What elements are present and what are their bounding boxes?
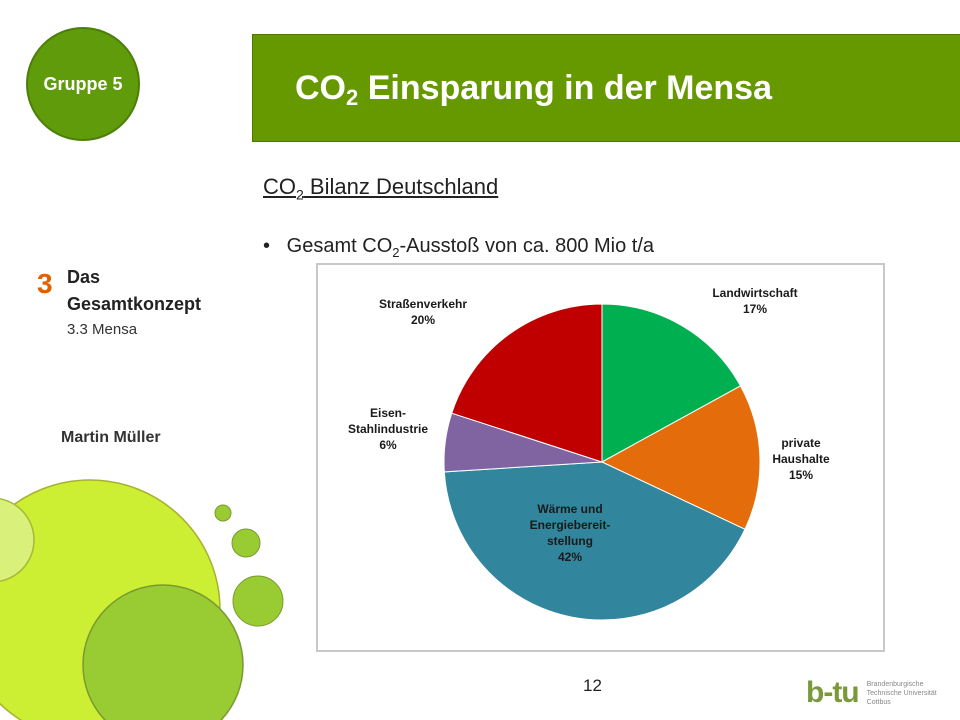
- bullet-item: • Gesamt CO2-Ausstoß von ca. 800 Mio t/a: [263, 235, 654, 260]
- pie-slice-4: [451, 303, 603, 463]
- pie-label-line: Landwirtschaft: [712, 286, 797, 300]
- title-rest: Einsparung in der Mensa: [358, 69, 772, 107]
- pie-label-line: Stahlindustrie: [348, 422, 428, 436]
- pie-chart: Landwirtschaft 17% private Haushalte 15% Wärm…: [348, 286, 830, 621]
- bullet-main: Gesamt CO: [286, 235, 393, 257]
- subtitle-subscript: 2: [296, 186, 304, 203]
- pie-label-1: private Haushalte 15%: [772, 436, 830, 482]
- group-label: Gruppe 5: [43, 73, 123, 94]
- pie-label-line: Wärme und: [537, 502, 602, 516]
- bullet-dot: •: [263, 235, 287, 257]
- pie-label-3: Eisen- Stahlindustrie 6%: [348, 406, 428, 452]
- section-number: 3: [37, 268, 53, 299]
- title-main: CO: [295, 69, 346, 107]
- deco-circle-left: [0, 498, 35, 582]
- pie-slice-2: [443, 461, 746, 621]
- section-title: Das Gesamtkonzept: [67, 264, 201, 318]
- pie-label-line: 6%: [379, 438, 397, 452]
- university-logo: b-tu Brandenburgische Technische Univers…: [806, 676, 957, 710]
- pie-slice-0: [601, 303, 742, 463]
- section-heading: CO2 Bilanz Deutschland: [263, 174, 498, 202]
- pie-label-line: private: [781, 436, 821, 450]
- logo-text: Brandenburgische Technische Universität …: [866, 680, 937, 706]
- deco-circle-overlap: [82, 584, 244, 720]
- page-title: CO2 Einsparung in der Mensa: [295, 69, 772, 111]
- author-name: Martin Müller: [61, 429, 161, 446]
- pie-label-line: 20%: [411, 313, 435, 327]
- section-subtitle: 3.3 Mensa: [67, 321, 138, 338]
- section-title-line1: Das: [67, 267, 101, 287]
- pie-label-4: Straßenverkehr 20%: [379, 297, 467, 327]
- pie-label-0: Landwirtschaft 17%: [712, 286, 797, 316]
- title-subscript: 2: [346, 85, 359, 110]
- bullet-rest: -Ausstoß von ca. 800 Mio t/a: [399, 235, 655, 257]
- pie-label-2: Wärme und Energiebereit-stellung 42%: [530, 502, 611, 564]
- pie-label-line: Eisen-: [370, 406, 406, 420]
- pie-label-line: 42%: [558, 550, 582, 564]
- subtitle-rest: Bilanz Deutschland: [303, 174, 499, 199]
- subtitle-main: CO: [263, 174, 296, 199]
- chart-frame: Landwirtschaft 17% private Haushalte 15% Wärm…: [316, 263, 885, 652]
- deco-circle-small-2: [231, 528, 261, 558]
- pie-label-line: Haushalte: [772, 452, 830, 466]
- pie-label-line: 15%: [789, 468, 813, 482]
- logo-mark: b-tu: [806, 676, 860, 709]
- section-title-line2: Gesamtkonzept: [67, 294, 202, 314]
- pie-label-line: stellung: [547, 534, 593, 548]
- group-badge: Gruppe 5: [26, 27, 140, 141]
- pie-label-line: Straßenverkehr: [379, 297, 467, 311]
- pie-slice-1: [600, 385, 761, 530]
- deco-circle-small-3: [232, 575, 284, 627]
- deco-circle-small-1: [214, 504, 232, 522]
- bullet-subscript: 2: [392, 245, 400, 260]
- pie-label-line: Energiebereit-: [530, 518, 611, 532]
- title-bar: CO2 Einsparung in der Mensa: [252, 34, 960, 142]
- pie-label-line: 17%: [743, 302, 767, 316]
- page-number: 12: [583, 676, 602, 695]
